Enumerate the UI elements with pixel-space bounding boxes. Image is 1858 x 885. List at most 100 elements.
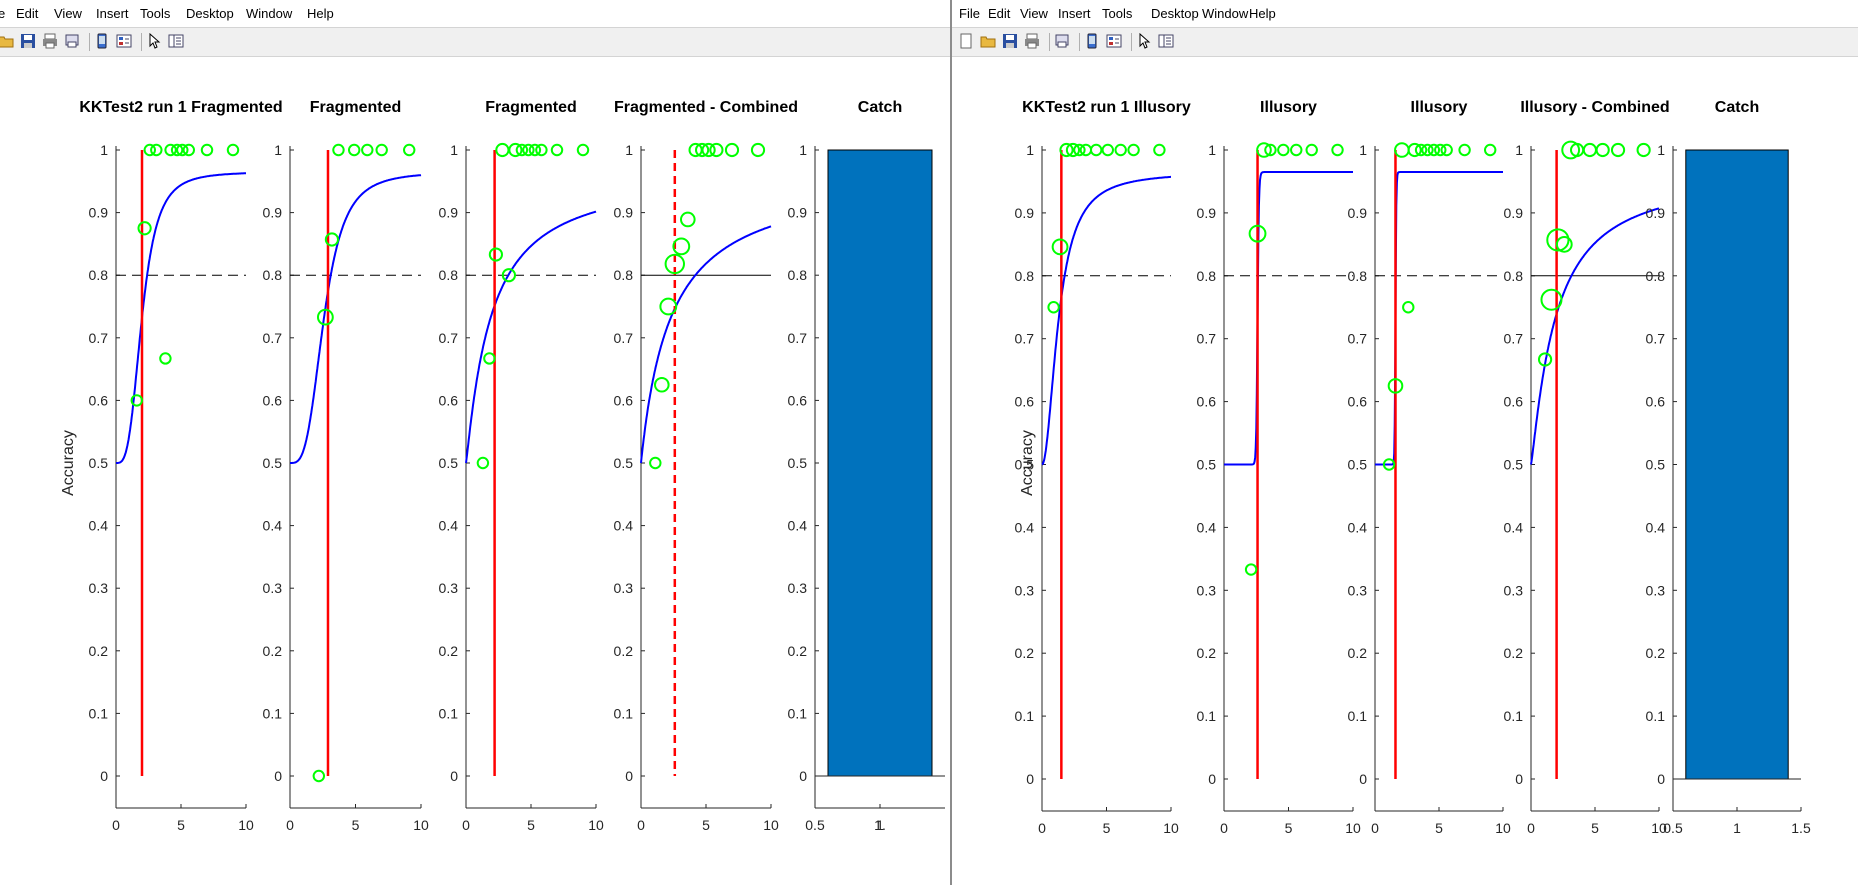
- y-tick-label: 0.9: [263, 205, 283, 221]
- y-tick-label: 0.9: [1348, 205, 1368, 221]
- y-tick-label: 0.1: [614, 705, 634, 721]
- y-tick-label: 0.2: [1015, 645, 1035, 661]
- x-tick-label: 5: [1103, 820, 1111, 836]
- y-tick-label: 1: [100, 142, 108, 158]
- chart-title: Catch: [858, 99, 902, 116]
- data-point: [1277, 143, 1290, 157]
- y-tick-label: 0.2: [788, 643, 808, 659]
- y-tick-label: 0.9: [1504, 205, 1524, 221]
- data-point: [1484, 143, 1497, 157]
- property-icon[interactable]: [1158, 33, 1174, 49]
- data-point: [501, 268, 516, 283]
- y-tick-label: 0.4: [89, 518, 109, 534]
- chart-title: Fragmented: [485, 99, 577, 116]
- data-point: [649, 456, 662, 470]
- data-point: [200, 143, 214, 157]
- data-point: [164, 143, 177, 157]
- data-point: [1407, 142, 1422, 158]
- menu-view[interactable]: View: [54, 6, 82, 21]
- illusory-figure: KKTest2 run 1 Illusory 0 0.1 0.2 0.3 0.4 0.5 0.…: [1015, 99, 1811, 836]
- property-icon[interactable]: [168, 33, 184, 49]
- chart-title: Catch: [1715, 99, 1759, 116]
- data-point: [680, 211, 696, 228]
- data-point: [664, 253, 685, 275]
- x-tick-label: 10: [763, 817, 779, 833]
- y-tick-label: 0.7: [263, 330, 283, 346]
- print-icon[interactable]: [42, 33, 58, 49]
- y-tick-label: 0.4: [1015, 519, 1035, 535]
- data-point: [508, 142, 523, 158]
- x-tick-label: 1: [876, 817, 884, 833]
- menu-insert[interactable]: Insert: [1058, 6, 1091, 21]
- menu-tools[interactable]: Tools: [1102, 6, 1133, 21]
- menu-window[interactable]: Window: [246, 6, 293, 21]
- y-tick-label: 0.5: [1197, 457, 1217, 473]
- y-tick-label: 0.8: [439, 267, 459, 283]
- x-tick-label: 5: [702, 817, 710, 833]
- x-tick-label: 0: [112, 817, 120, 833]
- chart-panel-3: Fragmented00.10.20.30.40.50.60.70.80.910…: [439, 99, 604, 833]
- save-icon[interactable]: [1002, 33, 1018, 49]
- link-print-icon[interactable]: [64, 33, 80, 49]
- data-point: [1089, 143, 1103, 157]
- print-icon[interactable]: [1024, 33, 1040, 49]
- y-tick-label: 0.1: [89, 705, 109, 721]
- y-tick-label: 0.2: [439, 643, 459, 659]
- open-icon[interactable]: [980, 33, 996, 49]
- y-tick-label: 0.1: [263, 705, 283, 721]
- layout-icon[interactable]: [116, 33, 132, 49]
- data-point: [1127, 143, 1140, 157]
- fit-curve: [1041, 175, 1171, 466]
- menu-view[interactable]: View: [1020, 6, 1048, 21]
- menu-window[interactable]: Window: [1202, 6, 1249, 21]
- menu-file[interactable]: File: [959, 6, 980, 21]
- data-point: [1402, 301, 1415, 314]
- pointer-icon[interactable]: [1136, 33, 1152, 49]
- data-point: [182, 143, 196, 157]
- y-tick-label: 0.2: [1197, 645, 1217, 661]
- phone-icon[interactable]: [94, 33, 110, 49]
- data-point: [672, 237, 691, 256]
- y-tick-label: 0.6: [1646, 394, 1666, 410]
- y-tick-label: 0.9: [614, 205, 634, 221]
- menu-help[interactable]: Help: [1249, 6, 1276, 21]
- y-tick-label: 0.7: [1015, 331, 1035, 347]
- y-tick-label: 1: [1208, 142, 1216, 158]
- link-print-icon[interactable]: [1054, 33, 1070, 49]
- x-tick-label: 5: [177, 817, 185, 833]
- pointer-icon[interactable]: [146, 33, 162, 49]
- menu-tools[interactable]: Tools: [140, 6, 171, 21]
- fit-curve: [1375, 171, 1503, 466]
- data-point: [515, 143, 529, 157]
- fragmented-figure: KKTest2 run 1 Fragmented 0 0.1 0.2 0.3 0.4 0.5…: [60, 99, 945, 833]
- y-tick-label: 0.8: [614, 267, 634, 283]
- y-tick-label: 0: [450, 768, 458, 784]
- new-icon[interactable]: [958, 33, 974, 49]
- data-point: [1065, 142, 1081, 158]
- data-point: [1051, 238, 1069, 256]
- menu-help[interactable]: Help: [307, 6, 334, 21]
- menu-desktop[interactable]: Desktop: [1151, 6, 1199, 21]
- menu-e[interactable]: e: [0, 6, 6, 21]
- layout-icon[interactable]: [1106, 33, 1122, 49]
- data-point: [488, 247, 503, 262]
- save-icon[interactable]: [20, 33, 36, 49]
- y-axis-label: Accuracy: [60, 430, 77, 496]
- menu-edit[interactable]: Edit: [16, 6, 39, 21]
- menu-edit[interactable]: Edit: [988, 6, 1011, 21]
- phone-icon[interactable]: [1084, 33, 1100, 49]
- y-tick-label: 0.9: [89, 205, 109, 221]
- open-icon[interactable]: [0, 33, 14, 49]
- y-tick-label: 0.3: [1646, 582, 1666, 598]
- x-tick-label: 0: [1527, 820, 1535, 836]
- x-tick-label: 0: [1220, 820, 1228, 836]
- data-point: [1305, 143, 1318, 157]
- y-tick-label: 0.4: [614, 518, 634, 534]
- menu-desktop[interactable]: Desktop: [186, 6, 234, 21]
- menu-insert[interactable]: Insert: [96, 6, 129, 21]
- chart-panel-4: Fragmented - Combined 0 0.1 0.2 0.3 0.4 0.5 0.6…: [614, 99, 798, 833]
- y-tick-label: 1: [1657, 142, 1665, 158]
- y-tick-label: 0.9: [1646, 205, 1666, 221]
- x-tick-label: 10: [1345, 820, 1361, 836]
